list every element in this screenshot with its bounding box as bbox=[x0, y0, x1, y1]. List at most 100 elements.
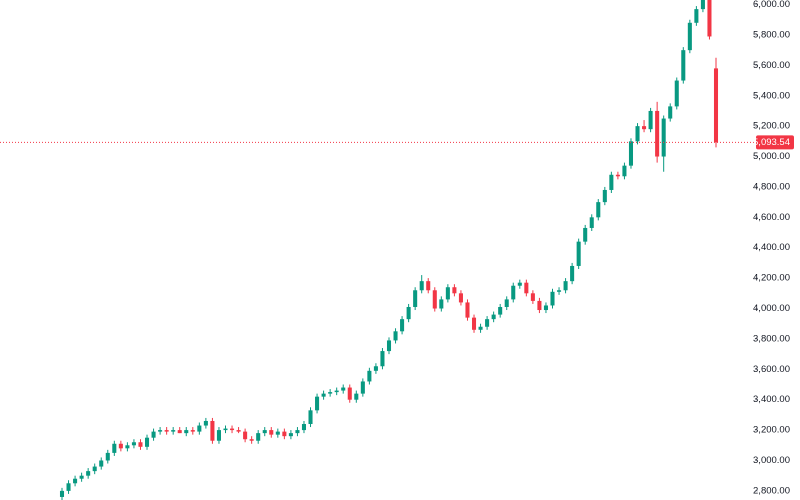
candle-body bbox=[465, 302, 470, 318]
candle-body bbox=[589, 217, 594, 228]
candle-body bbox=[504, 299, 509, 307]
y-tick-label: 3,400.00 bbox=[753, 394, 790, 405]
candle-body bbox=[557, 290, 562, 292]
candle-body bbox=[151, 431, 156, 438]
candle-body bbox=[615, 174, 620, 177]
candle-body bbox=[583, 227, 588, 242]
candle-body bbox=[256, 433, 261, 441]
candle-body bbox=[707, 0, 712, 37]
candle-body bbox=[661, 118, 666, 157]
candle-body bbox=[138, 442, 143, 447]
y-tick-label: 3,000.00 bbox=[753, 455, 790, 466]
candle-body bbox=[112, 443, 117, 453]
candle-body bbox=[79, 475, 84, 479]
candle-body bbox=[491, 314, 496, 320]
candle-body bbox=[73, 478, 78, 484]
y-tick-label: 5,400.00 bbox=[753, 90, 790, 101]
candle-body bbox=[269, 430, 274, 435]
candle-body bbox=[301, 424, 307, 431]
candle-body bbox=[92, 466, 97, 472]
candle-body bbox=[576, 241, 581, 266]
candle-body bbox=[687, 22, 692, 51]
candle-body bbox=[511, 285, 516, 300]
candle-body bbox=[426, 281, 431, 291]
candle-body bbox=[452, 287, 457, 294]
candle-body bbox=[334, 390, 339, 393]
candle-body bbox=[543, 305, 548, 311]
y-tick-label: 6,000.00 bbox=[753, 0, 790, 10]
candle-body bbox=[295, 430, 300, 434]
candle-body bbox=[164, 430, 169, 432]
candle-body bbox=[308, 410, 313, 425]
candle-body bbox=[315, 396, 320, 411]
candle-body bbox=[602, 189, 607, 203]
candle-body bbox=[203, 420, 208, 426]
y-tick-label: 4,800.00 bbox=[753, 181, 790, 192]
candle-body bbox=[570, 265, 575, 282]
candle-body bbox=[236, 430, 241, 432]
candle-body bbox=[400, 319, 405, 332]
candle-body bbox=[563, 281, 568, 291]
candle-body bbox=[668, 106, 673, 119]
candle-body bbox=[478, 326, 483, 330]
candle-body bbox=[243, 431, 248, 440]
candle-body bbox=[282, 431, 287, 437]
candle-body bbox=[223, 428, 228, 431]
candle-body bbox=[432, 290, 437, 309]
candle-body bbox=[550, 291, 555, 306]
candle-body bbox=[230, 428, 235, 431]
candle-body bbox=[694, 9, 699, 23]
candle-body bbox=[275, 431, 280, 435]
candle-body bbox=[249, 439, 254, 441]
candle-body bbox=[367, 370, 372, 382]
y-tick-label: 3,600.00 bbox=[753, 364, 790, 375]
candle-body bbox=[609, 174, 614, 190]
candle-body bbox=[485, 319, 490, 327]
candle-body bbox=[59, 490, 65, 497]
candle-body bbox=[530, 293, 535, 301]
candle-body bbox=[713, 68, 719, 143]
candle-body bbox=[321, 393, 326, 397]
candle-body bbox=[216, 430, 221, 441]
candle-body bbox=[177, 430, 182, 434]
candle-body bbox=[171, 430, 176, 432]
candle-body bbox=[144, 437, 150, 447]
candle-body bbox=[517, 282, 522, 286]
y-tick-label: 5,600.00 bbox=[753, 60, 790, 71]
candle-body bbox=[413, 290, 418, 307]
candle-body bbox=[524, 282, 529, 294]
y-tick-label: 3,800.00 bbox=[753, 333, 790, 344]
candle-body bbox=[210, 420, 215, 441]
candle-body bbox=[642, 126, 647, 130]
candle-body bbox=[439, 299, 444, 309]
candle-body bbox=[674, 80, 679, 107]
candle-body bbox=[86, 471, 91, 476]
y-tick-label: 4,600.00 bbox=[753, 212, 790, 223]
candle-body bbox=[66, 483, 71, 491]
candle-body bbox=[328, 392, 333, 394]
y-tick-label: 4,200.00 bbox=[753, 273, 790, 284]
candle-body bbox=[635, 126, 640, 142]
candle-body bbox=[190, 430, 195, 432]
y-tick-label: 3,200.00 bbox=[753, 425, 790, 436]
candle-body bbox=[406, 306, 411, 320]
candle-body bbox=[681, 50, 686, 81]
candle-body bbox=[347, 387, 352, 400]
candle-body bbox=[197, 425, 202, 432]
candle-body bbox=[380, 351, 385, 367]
candle-body bbox=[622, 165, 627, 177]
y-tick-label: 5,000.00 bbox=[753, 151, 790, 162]
candle-body bbox=[125, 445, 130, 449]
y-tick-label: 5,200.00 bbox=[753, 121, 790, 132]
candle-body bbox=[655, 110, 660, 157]
candle-body bbox=[341, 387, 346, 391]
candle-body bbox=[373, 366, 378, 371]
candle-body bbox=[419, 281, 424, 291]
candle-body bbox=[596, 202, 601, 218]
candle-body bbox=[471, 317, 477, 330]
candle-body bbox=[458, 293, 463, 303]
price-label-box bbox=[756, 135, 794, 150]
candle-body bbox=[118, 443, 123, 449]
candle-body bbox=[386, 340, 392, 352]
